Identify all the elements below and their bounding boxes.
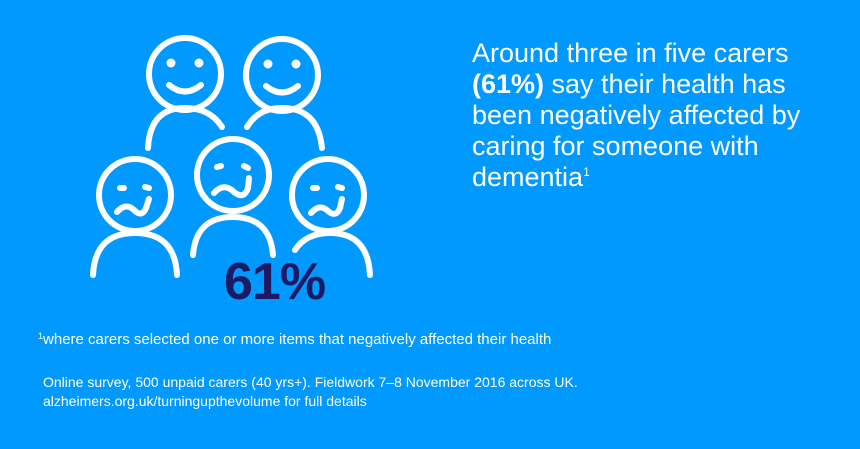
source-link: alzheimers.org.uk/turningupthevolume for… bbox=[43, 393, 367, 409]
footnote-ref: 1 bbox=[583, 165, 590, 179]
happy-person-icon bbox=[145, 35, 225, 151]
stat-percentage: 61% bbox=[224, 253, 326, 311]
headline-stat: (61%) bbox=[472, 69, 545, 99]
headline-text: Around three in five carers bbox=[472, 38, 789, 68]
source: Online survey, 500 unpaid carers (40 yrs… bbox=[43, 373, 578, 411]
sad-person-icon bbox=[90, 156, 180, 278]
footnote: 1where carers selected one or more items… bbox=[38, 331, 551, 348]
happy-person-icon bbox=[243, 36, 325, 151]
headline: Around three in five carers (61%) say th… bbox=[472, 38, 852, 193]
footnote-text: where carers selected one or more items … bbox=[43, 331, 552, 348]
sad-person-icon bbox=[289, 156, 373, 278]
people-illustration bbox=[90, 35, 373, 278]
footnote-marker: 1 bbox=[38, 331, 44, 341]
source-line: Online survey, 500 unpaid carers (40 yrs… bbox=[43, 374, 578, 390]
headline-text: say their health has been negatively aff… bbox=[472, 69, 801, 192]
sad-person-icon bbox=[190, 136, 276, 258]
